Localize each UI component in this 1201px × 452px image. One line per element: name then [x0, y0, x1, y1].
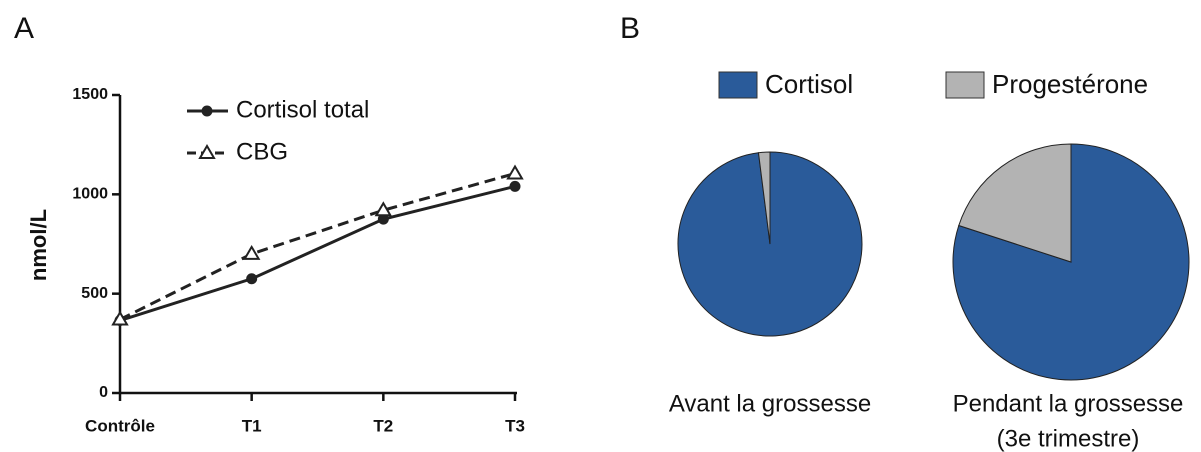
legend-label: CBG	[236, 138, 288, 165]
legend-label: Cortisol total	[236, 96, 369, 123]
y-tick-label: 0	[99, 384, 108, 401]
y-tick-label: 500	[81, 285, 108, 302]
pie-slice	[757, 151, 771, 245]
legend-marker	[198, 144, 216, 159]
x-tick-label: T3	[505, 416, 525, 435]
y-tick-label: 1500	[72, 86, 108, 103]
point	[242, 244, 261, 260]
legend-label: Cortisol	[765, 69, 853, 99]
point	[377, 213, 389, 225]
panel-label: B	[620, 12, 640, 45]
point	[246, 273, 258, 285]
legend-marker	[201, 105, 213, 117]
pie-slice	[958, 143, 1072, 263]
pie-caption: Avant la grossesse	[669, 390, 871, 417]
series-line	[119, 172, 516, 321]
legend-swatch	[945, 71, 985, 99]
point	[374, 201, 393, 217]
x-tick-label: T2	[373, 416, 393, 435]
legend-swatch	[718, 71, 758, 99]
y-axis-label: nmol/L	[26, 209, 51, 281]
series-line	[119, 184, 516, 322]
point	[509, 180, 521, 192]
pie-slice	[952, 143, 1190, 381]
pie-caption: (3e trimestre)	[997, 425, 1140, 452]
panel-label: A	[14, 12, 34, 45]
point	[506, 164, 524, 180]
pie-caption: Pendant la grossesse	[953, 390, 1184, 417]
y-tick-label: 1000	[72, 186, 108, 203]
legend-label: Progestérone	[992, 69, 1148, 99]
x-tick-label: T1	[242, 416, 262, 435]
point	[111, 310, 129, 326]
x-tick-label: Contrôle	[85, 416, 155, 435]
